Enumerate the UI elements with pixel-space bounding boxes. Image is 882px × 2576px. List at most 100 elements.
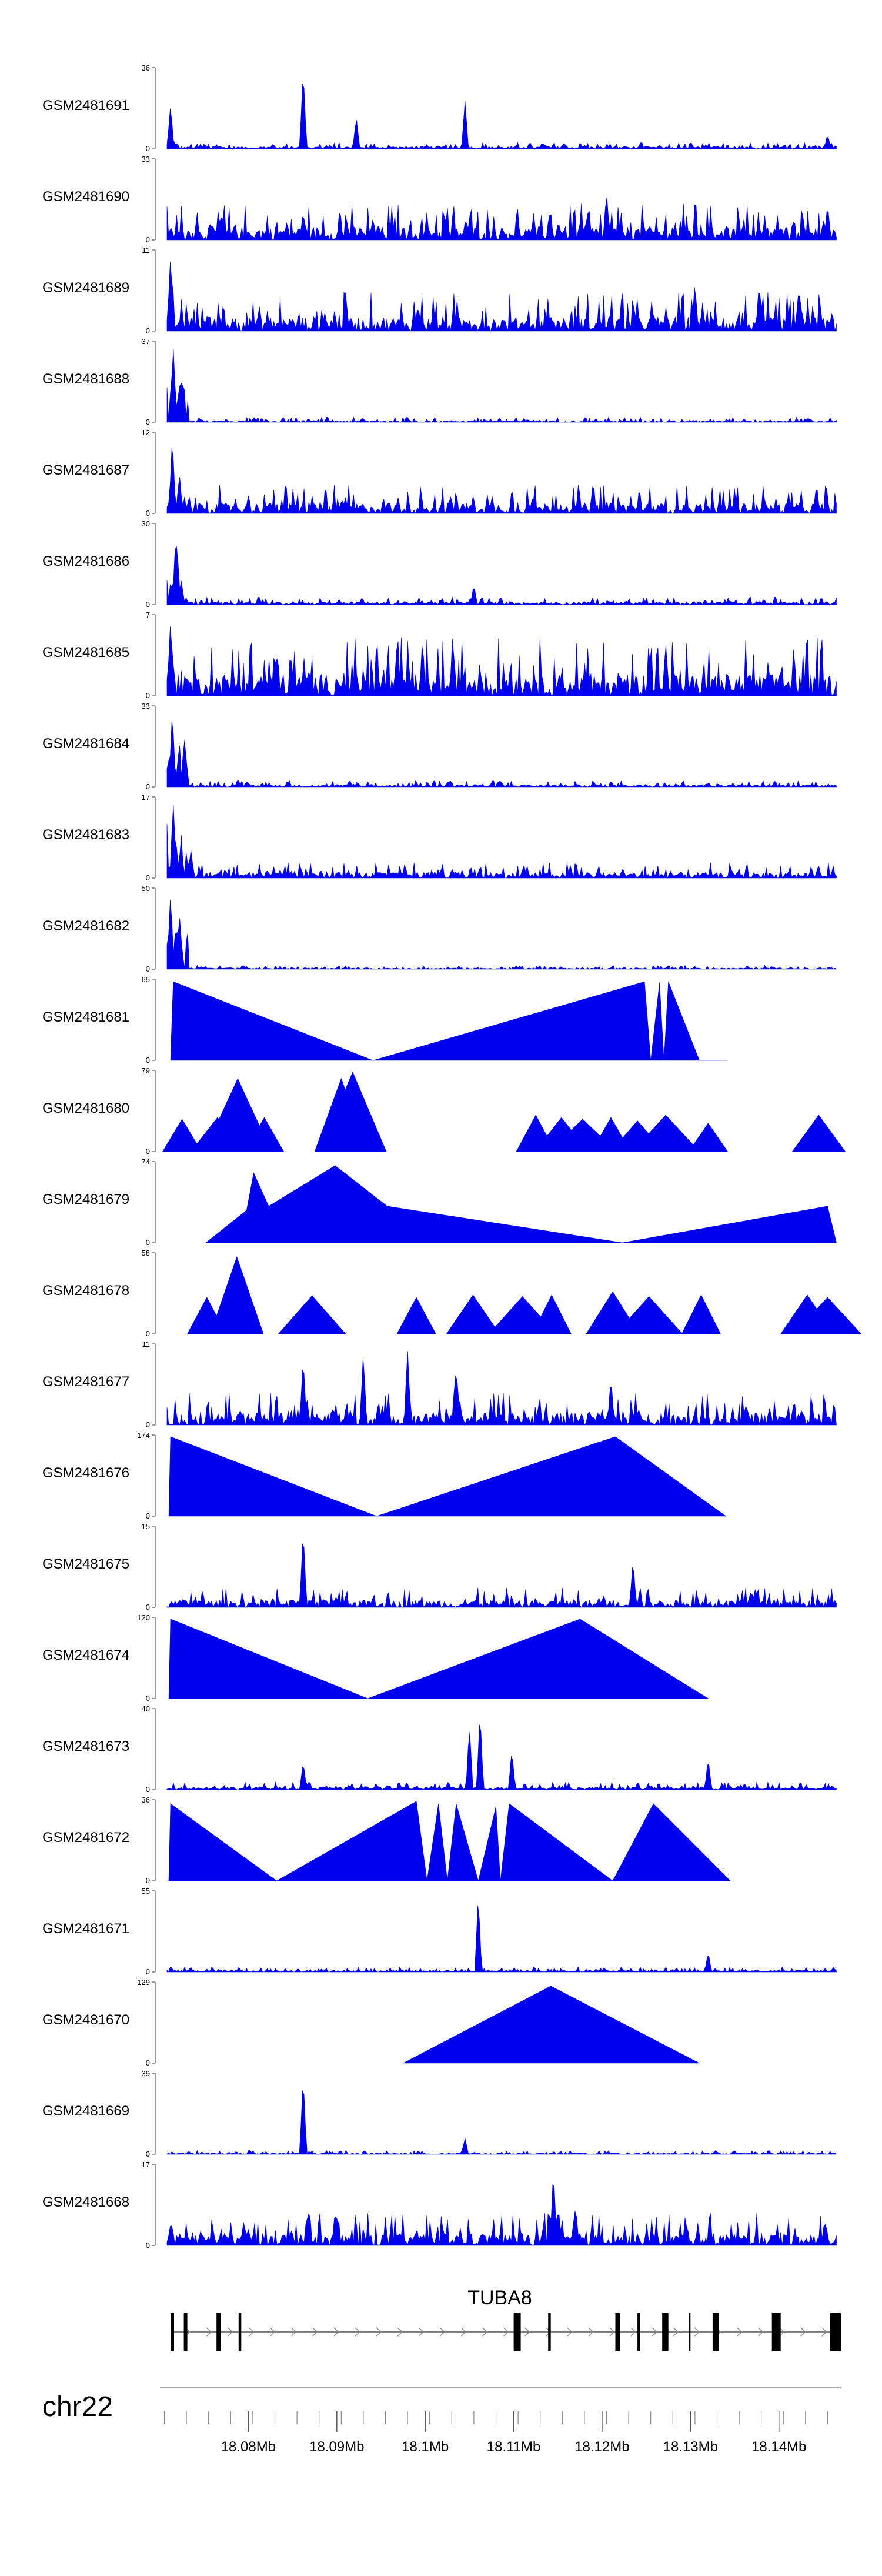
strand-arrow xyxy=(206,2327,212,2337)
y-max-label: 39 xyxy=(142,2069,150,2078)
y-min-label: 0 xyxy=(146,1876,150,1885)
track-label: GSM2481681 xyxy=(42,1009,129,1025)
exon xyxy=(216,2313,221,2351)
coverage-area xyxy=(403,1986,700,2064)
track-GSM2481682: GSM2481682 50 0 xyxy=(42,884,837,973)
track-GSM2481669: GSM2481669 39 0 xyxy=(42,2069,837,2158)
y-max-label: 55 xyxy=(142,1887,150,1896)
track-GSM2481680: GSM2481680 79 0 xyxy=(42,1066,846,1156)
track-label: GSM2481672 xyxy=(42,1830,129,1846)
y-max-label: 11 xyxy=(142,1340,151,1349)
strand-arrow xyxy=(333,2327,339,2337)
x-tick-label: 18.14Mb xyxy=(751,2439,806,2455)
track-GSM2481685: GSM2481685 7 0 xyxy=(42,610,837,700)
strand-arrow xyxy=(546,2327,552,2337)
track-GSM2481691: GSM2481691 36 0 xyxy=(42,64,837,153)
y-min-label: 0 xyxy=(146,418,150,426)
y-min-label: 0 xyxy=(146,326,150,335)
y-min-label: 0 xyxy=(146,1967,150,1976)
coverage-area xyxy=(166,349,837,423)
coverage-area xyxy=(166,261,837,332)
strand-arrow xyxy=(460,2327,467,2337)
coverage-area xyxy=(166,196,837,241)
track-label: GSM2481686 xyxy=(42,553,129,569)
y-max-label: 58 xyxy=(142,1249,150,1257)
coverage-area xyxy=(168,1436,727,1517)
y-min-label: 0 xyxy=(146,144,150,153)
track-label: GSM2481668 xyxy=(42,2194,129,2210)
y-max-label: 120 xyxy=(137,1613,150,1622)
y-max-label: 17 xyxy=(142,2160,150,2169)
x-tick-label: 18.08Mb xyxy=(221,2439,276,2455)
track-GSM2481673: GSM2481673 40 0 xyxy=(42,1704,837,1794)
strand-arrow xyxy=(503,2327,509,2337)
y-min-label: 0 xyxy=(146,1147,150,1156)
coverage-area xyxy=(166,805,837,879)
strand-arrow xyxy=(588,2327,594,2337)
coverage-area xyxy=(166,1905,837,1973)
y-max-label: 7 xyxy=(146,610,150,619)
coverage-area xyxy=(166,1724,837,1790)
strand-arrow xyxy=(821,2327,827,2337)
track-label: GSM2481678 xyxy=(42,1283,129,1299)
y-min-label: 0 xyxy=(146,509,150,518)
track-label: GSM2481684 xyxy=(42,736,129,752)
exon xyxy=(771,2313,781,2351)
y-max-label: 33 xyxy=(142,702,150,710)
y-max-label: 36 xyxy=(142,1796,150,1804)
coverage-area xyxy=(166,899,837,970)
track-GSM2481681: GSM2481681 65 0 xyxy=(42,975,728,1065)
genome-axis: chr22 18.08Mb 18.09Mb 18.1Mb 18.11Mb 18.12Mb… xyxy=(42,2387,841,2455)
exon xyxy=(615,2313,620,2351)
strand-arrow xyxy=(482,2327,488,2337)
strand-arrow xyxy=(270,2327,276,2337)
y-max-label: 15 xyxy=(142,1522,150,1531)
strand-arrow xyxy=(609,2327,615,2337)
track-GSM2481687: GSM2481687 12 0 xyxy=(42,428,837,518)
track-label: GSM2481683 xyxy=(42,827,129,843)
exon xyxy=(548,2313,551,2351)
coverage-area xyxy=(166,2183,837,2246)
track-label: GSM2481682 xyxy=(42,918,129,934)
strand-arrow xyxy=(737,2327,743,2337)
y-min-label: 0 xyxy=(146,600,150,609)
strand-arrow xyxy=(779,2327,785,2337)
strand-arrow xyxy=(800,2327,806,2337)
strand-arrow xyxy=(694,2327,700,2337)
track-GSM2481688: GSM2481688 37 0 xyxy=(42,337,837,426)
y-min-label: 0 xyxy=(146,1603,150,1611)
track-GSM2481686: GSM2481686 30 0 xyxy=(42,519,837,609)
y-max-label: 17 xyxy=(142,793,150,802)
x-tick-label: 18.11Mb xyxy=(487,2439,541,2455)
coverage-area xyxy=(166,546,837,605)
strand-arrow xyxy=(673,2327,679,2337)
y-min-label: 0 xyxy=(146,2058,150,2067)
strand-arrow xyxy=(248,2327,255,2337)
track-label: GSM2481691 xyxy=(42,98,129,114)
exon xyxy=(171,2313,174,2351)
coverage-area xyxy=(166,1543,837,1609)
track-GSM2481683: GSM2481683 17 0 xyxy=(42,793,837,882)
track-GSM2481674: GSM2481674 120 0 xyxy=(42,1613,709,1703)
track-GSM2481675: GSM2481675 15 0 xyxy=(42,1522,837,1611)
y-min-label: 0 xyxy=(146,1238,150,1247)
coverage-area xyxy=(166,2090,837,2155)
strand-arrow xyxy=(439,2327,446,2337)
y-min-label: 0 xyxy=(146,2150,150,2158)
strand-arrow xyxy=(567,2327,573,2337)
y-min-label: 0 xyxy=(146,1511,150,1520)
strand-arrow xyxy=(758,2327,764,2337)
track-GSM2481668: GSM2481668 17 0 xyxy=(42,2160,837,2250)
coverage-area xyxy=(168,1619,709,1699)
y-min-label: 0 xyxy=(146,1694,150,1703)
exon xyxy=(830,2313,841,2351)
track-label: GSM2481674 xyxy=(42,1647,129,1663)
y-min-label: 0 xyxy=(146,1785,150,1794)
track-label: GSM2481687 xyxy=(42,462,129,478)
track-label: GSM2481689 xyxy=(42,280,129,296)
coverage-area xyxy=(166,1351,837,1426)
strand-arrow xyxy=(355,2327,360,2337)
y-max-label: 40 xyxy=(142,1704,150,1713)
track-label: GSM2481671 xyxy=(42,1921,129,1937)
